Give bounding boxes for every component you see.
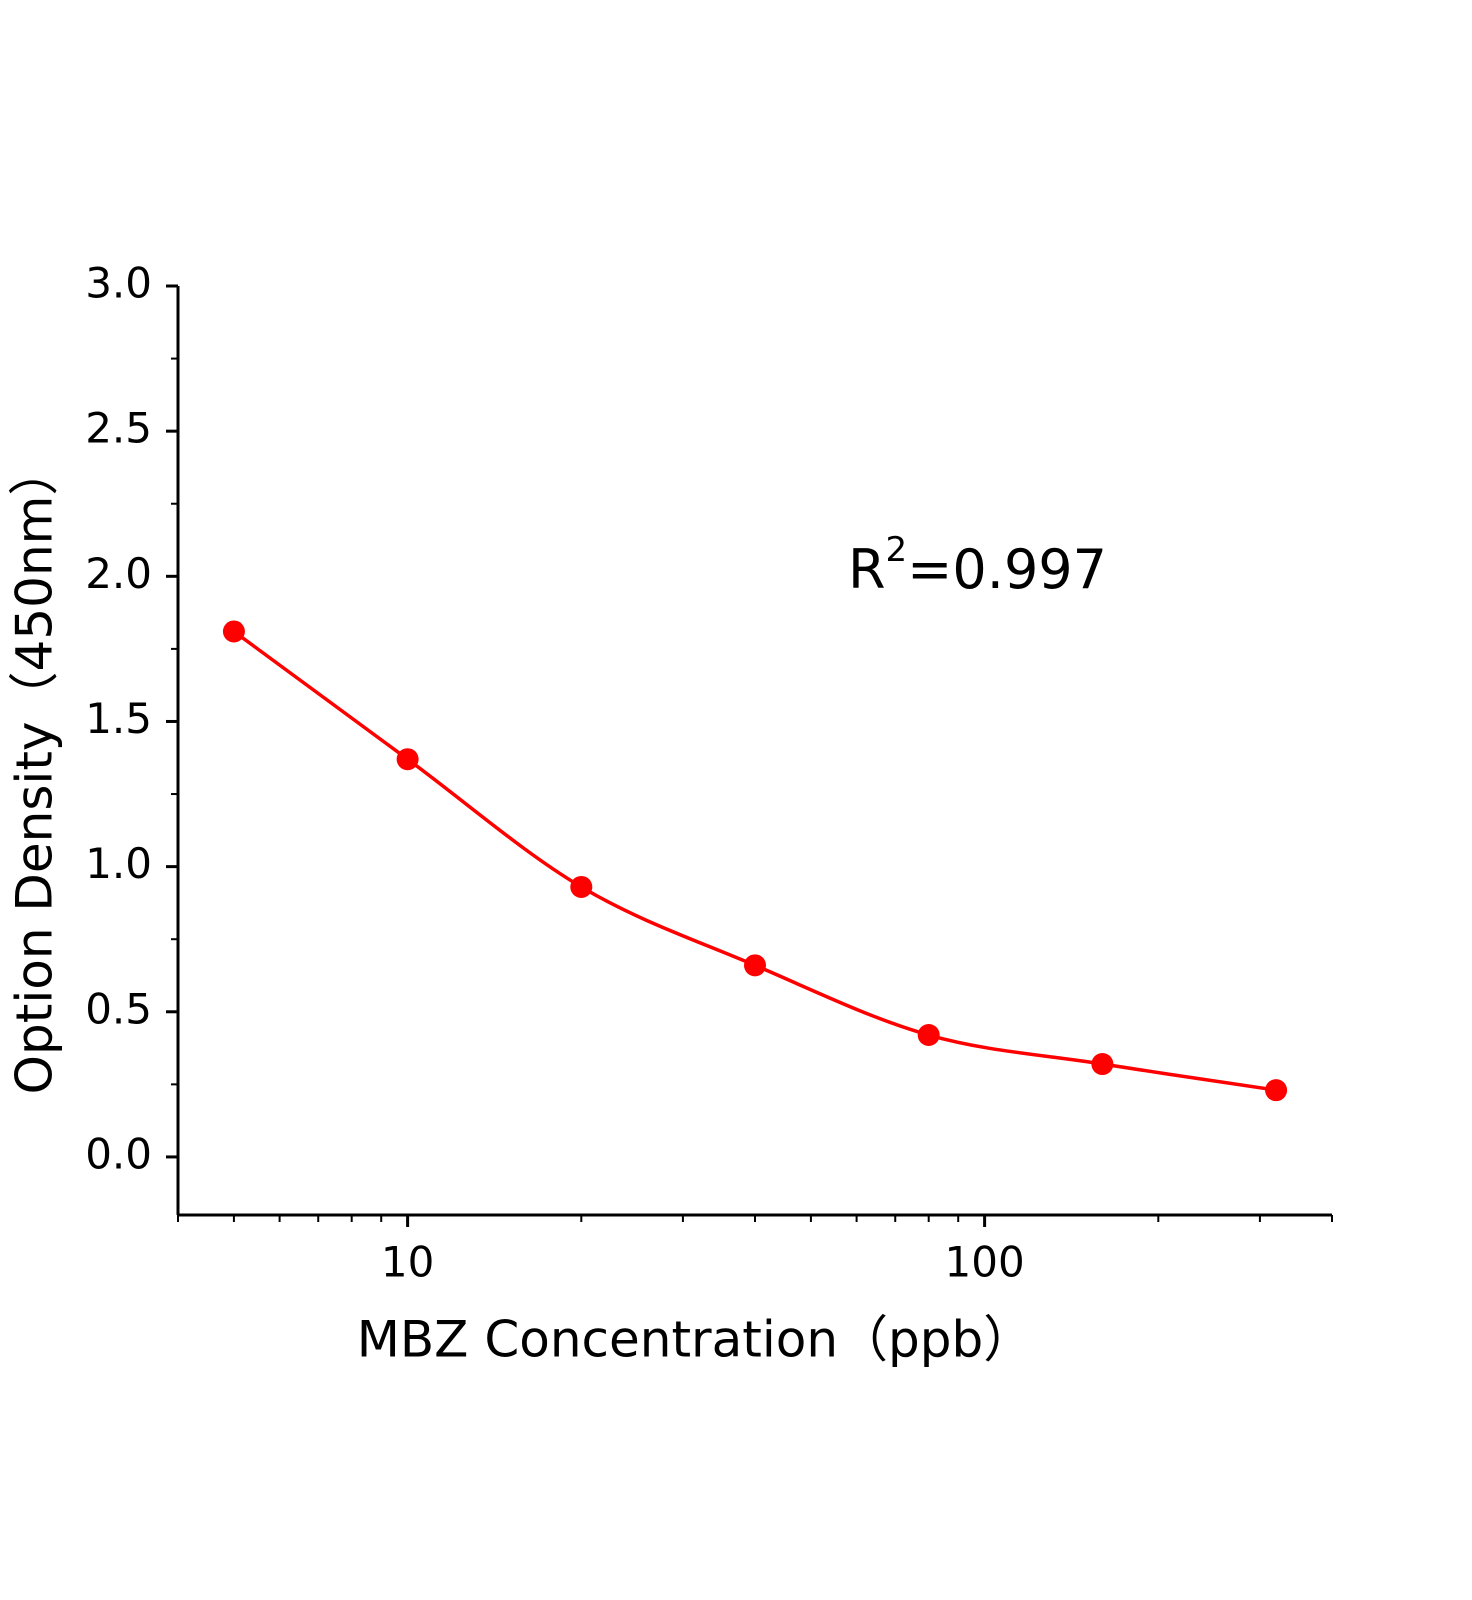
y-tick-label: 3.0	[85, 259, 152, 308]
y-tick-label: 2.5	[85, 404, 152, 453]
data-point	[744, 954, 766, 977]
x-tick-label: 100	[945, 1238, 1025, 1287]
x-tick-label: 10	[381, 1238, 434, 1287]
y-tick-label: 2.0	[85, 549, 152, 598]
data-point	[917, 1024, 940, 1047]
y-tick-label: 1.5	[85, 694, 152, 743]
y-tick-label: 1.0	[85, 839, 152, 888]
annotation: R2=0.997	[848, 530, 1107, 601]
fit-line	[232, 630, 1277, 1092]
x-axis-label: MBZ Concentration（ppb）	[357, 1311, 1034, 1369]
data-point	[222, 620, 245, 643]
annotation-base: R	[848, 538, 886, 601]
y-axis-label: Option Density（450nm）	[6, 446, 64, 1095]
annotation-text: =0.997	[907, 538, 1107, 601]
data-point	[570, 875, 593, 898]
data-point	[1265, 1079, 1288, 1102]
data-point	[1091, 1053, 1114, 1076]
data-point	[396, 748, 419, 771]
annotation-superscript: 2	[886, 530, 908, 570]
y-tick-label: 0.5	[85, 984, 152, 1033]
y-tick-label: 0.0	[85, 1129, 152, 1178]
